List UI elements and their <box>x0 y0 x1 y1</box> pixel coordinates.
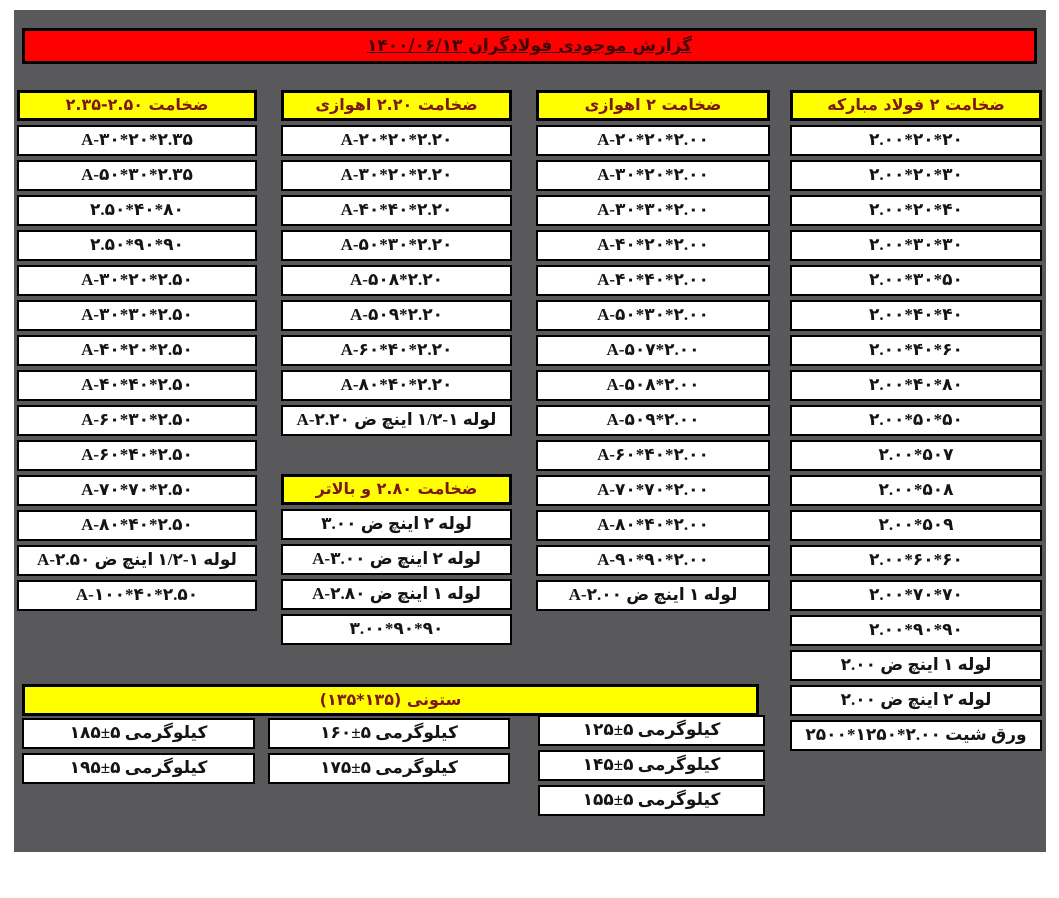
report-title: گزارش موجودی فولادگران ۱۴۰۰/۰۶/۱۳ <box>366 36 693 56</box>
column-thickness-2-mobarakeh: ضخامت ۲ فولاد مبارکه ۲.۰۰*۲۰*۲۰ ۲.۰۰*۲۰*۳… <box>790 90 1042 755</box>
inventory-cell: A-۴۰*۲۰*۲.۰۰ <box>536 230 770 261</box>
sotooni-weights-middle: ۱۶۰±۵ کیلوگرمی ۱۷۵±۵ کیلوگرمی <box>268 718 510 788</box>
report-canvas: گزارش موجودی فولادگران ۱۴۰۰/۰۶/۱۳ ضخامت … <box>14 10 1046 852</box>
inventory-cell: ۱۴۵±۵ کیلوگرمی <box>538 750 765 781</box>
inventory-cell: لوله ۱-۱/۲ اینچ ض A-۲.۵۰ <box>17 545 257 576</box>
inventory-cell: A-۸۰*۴۰*۲.۲۰ <box>281 370 512 401</box>
inventory-cell: ۱۸۵±۵ کیلوگرمی <box>22 718 255 749</box>
inventory-cell: لوله ۱ اینچ ض ۲.۰۰ <box>790 650 1042 681</box>
inventory-cell: ۲.۰۰*۳۰*۵۰ <box>790 265 1042 296</box>
inventory-cell: A-۳۰*۳۰*۲.۵۰ <box>17 300 257 331</box>
inventory-cell: A-۶۰*۴۰*۲.۰۰ <box>536 440 770 471</box>
inventory-cell: A-۷۰*۷۰*۲.۰۰ <box>536 475 770 506</box>
inventory-cell: ۲.۰۰*۵۰*۵۰ <box>790 405 1042 436</box>
inventory-cell: لوله ۱ اینچ ض A-۲.۸۰ <box>281 579 512 610</box>
inventory-cell: A-۵۰*۳۰*۲.۲۰ <box>281 230 512 261</box>
inventory-cell: ۱۵۵±۵ کیلوگرمی <box>538 785 765 816</box>
inventory-cell: A-۳۰*۲۰*۲.۵۰ <box>17 265 257 296</box>
inventory-cell: A-۱۰۰*۴۰*۲.۵۰ <box>17 580 257 611</box>
inventory-cell: A-۵۰۷*۲.۰۰ <box>536 335 770 366</box>
column-header-2-35-2-50: ضخامت ۲.۵۰-۲.۳۵ <box>17 90 257 121</box>
sotooni-weights-left: ۱۸۵±۵ کیلوگرمی ۱۹۵±۵ کیلوگرمی <box>22 718 255 788</box>
inventory-cell: A-۹۰*۹۰*۲.۰۰ <box>536 545 770 576</box>
section-thickness-2-80-plus: ضخامت ۲.۸۰ و بالاتر لوله ۲ اینچ ض ۳.۰۰ لو… <box>281 474 512 649</box>
section-header-sotooni-135: ستونی (۱۳۵*۱۳۵) <box>22 684 759 716</box>
inventory-cell: ۲.۵۰*۴۰*۸۰ <box>17 195 257 226</box>
column-rows-ahvazi-2-20: A-۲۰*۲۰*۲.۲۰ A-۳۰*۲۰*۲.۲۰ A-۴۰*۴۰*۲.۲۰ A-۵۰… <box>281 125 512 436</box>
inventory-cell: A-۳۰*۲۰*۲.۰۰ <box>536 160 770 191</box>
sotooni-weights-right: ۱۲۵±۵ کیلوگرمی ۱۴۵±۵ کیلوگرمی ۱۵۵±۵ کیلوگر… <box>538 715 765 820</box>
inventory-cell: ۲.۰۰*۴۰*۸۰ <box>790 370 1042 401</box>
inventory-cell: لوله ۱ اینچ ض A-۲.۰۰ <box>536 580 770 611</box>
inventory-cell: A-۷۰*۷۰*۲.۵۰ <box>17 475 257 506</box>
inventory-cell: ۲.۰۰*۹۰*۹۰ <box>790 615 1042 646</box>
inventory-cell: ۲.۰۰*۷۰*۷۰ <box>790 580 1042 611</box>
inventory-cell: ۱۶۰±۵ کیلوگرمی <box>268 718 510 749</box>
inventory-cell: لوله ۲ اینچ ض ۲.۰۰ <box>790 685 1042 716</box>
column-header-mobarakeh: ضخامت ۲ فولاد مبارکه <box>790 90 1042 121</box>
inventory-cell: A-۴۰*۴۰*۲.۵۰ <box>17 370 257 401</box>
inventory-cell: لوله ۲ اینچ ض A-۳.۰۰ <box>281 544 512 575</box>
inventory-cell: A-۲۰*۲۰*۲.۰۰ <box>536 125 770 156</box>
inventory-cell: A-۶۰*۳۰*۲.۵۰ <box>17 405 257 436</box>
inventory-cell: A-۴۰*۴۰*۲.۰۰ <box>536 265 770 296</box>
inventory-cell: A-۶۰*۴۰*۲.۵۰ <box>17 440 257 471</box>
column-header-ahvazi-2: ضخامت ۲ اهوازی <box>536 90 770 121</box>
inventory-cell: A-۵۰۸*۲.۲۰ <box>281 265 512 296</box>
column-thickness-2-20-ahvazi: ضخامت ۲.۲۰ اهوازی A-۲۰*۲۰*۲.۲۰ A-۳۰*۲۰*۲.… <box>281 90 512 440</box>
inventory-cell: ۳.۰۰*۹۰*۹۰ <box>281 614 512 645</box>
inventory-cell: A-۳۰*۲۰*۲.۳۵ <box>17 125 257 156</box>
inventory-cell: A-۳۰*۳۰*۲.۰۰ <box>536 195 770 226</box>
inventory-cell: ۲.۰۰*۴۰*۶۰ <box>790 335 1042 366</box>
inventory-cell: لوله ۱-۱/۲ اینچ ض A-۲.۲۰ <box>281 405 512 436</box>
inventory-cell: A-۳۰*۲۰*۲.۲۰ <box>281 160 512 191</box>
inventory-cell: لوله ۲ اینچ ض ۳.۰۰ <box>281 509 512 540</box>
inventory-cell: ۲.۰۰*۲۰*۴۰ <box>790 195 1042 226</box>
report-title-bar: گزارش موجودی فولادگران ۱۴۰۰/۰۶/۱۳ <box>22 28 1037 64</box>
inventory-cell: ورق شیت ۲.۰۰*۱۲۵۰*۲۵۰۰ <box>790 720 1042 751</box>
inventory-cell: ۲.۰۰*۲۰*۳۰ <box>790 160 1042 191</box>
inventory-cell: A-۵۰۹*۲.۲۰ <box>281 300 512 331</box>
section-rows-2-80-plus: لوله ۲ اینچ ض ۳.۰۰ لوله ۲ اینچ ض A-۳.۰۰ لو… <box>281 509 512 645</box>
column-thickness-2-ahvazi: ضخامت ۲ اهوازی A-۲۰*۲۰*۲.۰۰ A-۳۰*۲۰*۲.۰۰ A… <box>536 90 770 615</box>
inventory-cell: A-۴۰*۲۰*۲.۵۰ <box>17 335 257 366</box>
inventory-cell: A-۸۰*۴۰*۲.۰۰ <box>536 510 770 541</box>
inventory-cell: ۲.۰۰*۶۰*۶۰ <box>790 545 1042 576</box>
inventory-cell: ۱۲۵±۵ کیلوگرمی <box>538 715 765 746</box>
inventory-cell: ۱۷۵±۵ کیلوگرمی <box>268 753 510 784</box>
inventory-cell: A-۶۰*۴۰*۲.۲۰ <box>281 335 512 366</box>
inventory-cell: ۱۹۵±۵ کیلوگرمی <box>22 753 255 784</box>
inventory-cell: A-۵۰۹*۲.۰۰ <box>536 405 770 436</box>
inventory-cell: ۲.۰۰*۲۰*۲۰ <box>790 125 1042 156</box>
inventory-cell: ۲.۰۰*۴۰*۴۰ <box>790 300 1042 331</box>
column-thickness-2-35-2-50: ضخامت ۲.۵۰-۲.۳۵ A-۳۰*۲۰*۲.۳۵ A-۵۰*۳۰*۲.۳۵… <box>17 90 257 615</box>
inventory-cell: ۲.۰۰*۳۰*۳۰ <box>790 230 1042 261</box>
inventory-cell: A-۸۰*۴۰*۲.۵۰ <box>17 510 257 541</box>
column-header-ahvazi-2-20: ضخامت ۲.۲۰ اهوازی <box>281 90 512 121</box>
inventory-cell: ۲.۰۰*۵۰۷ <box>790 440 1042 471</box>
inventory-cell: ۲.۰۰*۵۰۸ <box>790 475 1042 506</box>
section-header-2-80-plus: ضخامت ۲.۸۰ و بالاتر <box>281 474 512 505</box>
column-rows-mobarakeh: ۲.۰۰*۲۰*۲۰ ۲.۰۰*۲۰*۳۰ ۲.۰۰*۲۰*۴۰ ۲.۰۰*۳۰*۳۰… <box>790 125 1042 751</box>
inventory-cell: A-۵۰۸*۲.۰۰ <box>536 370 770 401</box>
column-rows-ahvazi-2: A-۲۰*۲۰*۲.۰۰ A-۳۰*۲۰*۲.۰۰ A-۳۰*۳۰*۲.۰۰ A-۴۰… <box>536 125 770 611</box>
inventory-cell: ۲.۰۰*۵۰۹ <box>790 510 1042 541</box>
column-rows-2-35-2-50: A-۳۰*۲۰*۲.۳۵ A-۵۰*۳۰*۲.۳۵ ۲.۵۰*۴۰*۸۰ ۲.۵۰*۹… <box>17 125 257 611</box>
inventory-cell: A-۵۰*۳۰*۲.۳۵ <box>17 160 257 191</box>
inventory-cell: A-۲۰*۲۰*۲.۲۰ <box>281 125 512 156</box>
inventory-cell: A-۴۰*۴۰*۲.۲۰ <box>281 195 512 226</box>
inventory-cell: A-۵۰*۳۰*۲.۰۰ <box>536 300 770 331</box>
inventory-cell: ۲.۵۰*۹۰*۹۰ <box>17 230 257 261</box>
